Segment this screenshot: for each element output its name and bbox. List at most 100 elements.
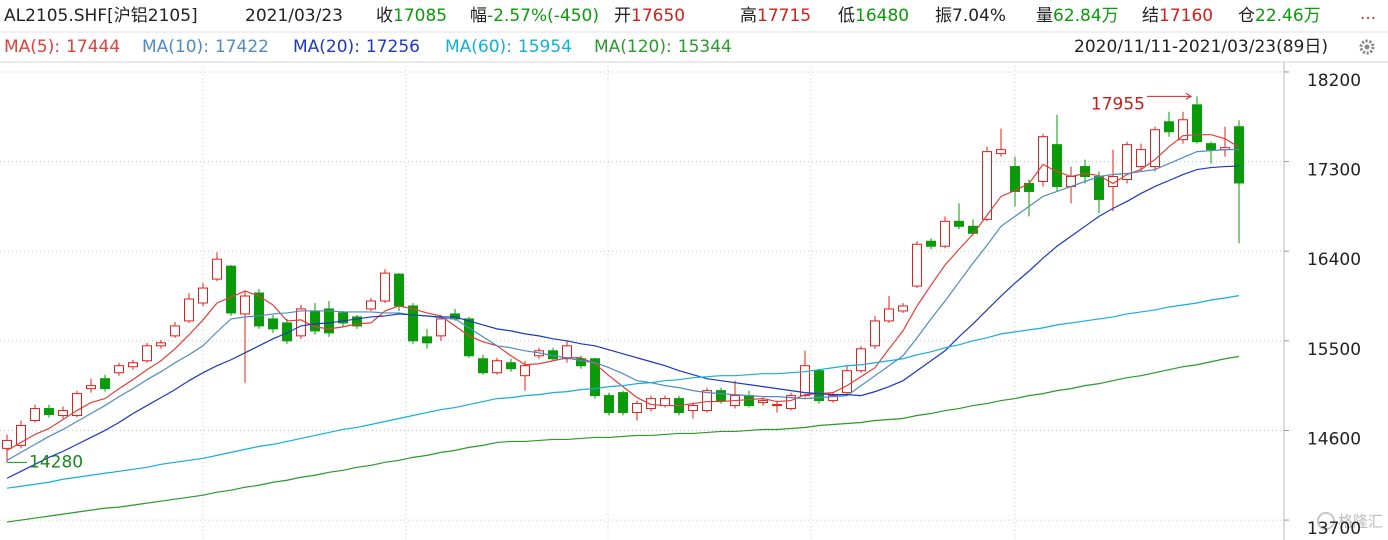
candle-up [58, 410, 68, 417]
candle-up [856, 348, 866, 372]
candle-down [324, 308, 334, 334]
quote-label: 仓 [1238, 6, 1255, 26]
candle-up [758, 400, 768, 404]
candle-up [184, 298, 194, 322]
candle-down [926, 240, 936, 247]
y-tick-label: 15500 [1307, 340, 1361, 360]
candle-up [16, 424, 26, 446]
candle-up [912, 243, 922, 287]
candle-down [1010, 166, 1020, 192]
candle-up [128, 362, 138, 368]
quote-value: 17160 [1159, 6, 1213, 26]
candle-up [114, 365, 124, 374]
legend-value: 17422 [215, 37, 269, 57]
candle-up [1178, 119, 1188, 141]
quote-item: 结17160 [1142, 6, 1213, 26]
more-button[interactable]: ... [1360, 4, 1376, 24]
quote-value: 17650 [631, 6, 685, 26]
min-label: 14280 [29, 452, 83, 472]
gear-teeth [1359, 39, 1375, 55]
quote-label: 低 [838, 6, 855, 26]
legend-name: MA(20): [293, 37, 360, 57]
quote-value: 17715 [757, 6, 811, 26]
quote-item: 振7.04% [935, 6, 1006, 26]
candle-up [296, 308, 306, 337]
candle-down [590, 358, 600, 397]
candle-down [478, 358, 488, 374]
legend-name: MA(5): [4, 37, 60, 57]
legend-entry: MA(60): 15954 [445, 37, 572, 57]
quote-label: 收 [376, 6, 393, 26]
candle-up [156, 342, 166, 347]
candle-up [1136, 149, 1146, 168]
legend-value: 17256 [366, 37, 420, 57]
candle-up [884, 308, 894, 322]
candle-up [660, 398, 670, 407]
quote-item: 开17650 [614, 6, 685, 26]
legend-entry: MA(5): 17444 [4, 37, 120, 57]
candle-down [352, 316, 362, 327]
gear-hub [1364, 44, 1370, 50]
candle-up [982, 151, 992, 220]
candle-up [72, 393, 82, 417]
candle-down [716, 390, 726, 402]
max-arrow-head [1185, 92, 1192, 100]
candle-up [996, 149, 1006, 155]
legend-entry: MA(120): 15344 [594, 37, 732, 57]
candle-down [268, 318, 278, 330]
quote-label: 高 [740, 6, 757, 26]
candle-down [394, 273, 404, 307]
quote-value: 7.04% [952, 6, 1006, 26]
candle-up [30, 408, 40, 421]
symbol: AL2105.SHF[沪铝2105] [4, 6, 198, 26]
legend-value: 15344 [678, 37, 732, 57]
candle-up [1038, 136, 1048, 182]
y-tick-label: 13700 [1307, 519, 1361, 539]
legend-name: MA(120): [594, 37, 672, 57]
quote-value: 16480 [855, 6, 909, 26]
candle-up [520, 365, 530, 377]
candle-up [2, 439, 12, 449]
candle-up [562, 345, 572, 360]
watermark-logo: 格隆汇 [1317, 512, 1383, 531]
candle-up [212, 258, 222, 280]
quote-item: 低16480 [838, 6, 909, 26]
quote-label: 振 [935, 6, 952, 26]
candle-down [408, 305, 418, 342]
settings-icon[interactable] [1359, 39, 1375, 55]
quote-item: 量62.84万 [1036, 6, 1119, 26]
candle-down [1080, 166, 1090, 178]
legend-value: 17444 [66, 37, 120, 57]
quote-item: 幅-2.57%(-450) [470, 6, 599, 26]
candle-up [170, 325, 180, 337]
ma-line [6, 355, 1240, 523]
watermark: 格隆汇 [1338, 513, 1383, 531]
candle-down [338, 312, 348, 324]
quote-label: 结 [1142, 6, 1159, 26]
candle-down [1234, 126, 1244, 184]
candle-up [702, 390, 712, 412]
quote-item: 仓22.46万 [1238, 6, 1321, 26]
candle-down [226, 265, 236, 314]
candle-down [254, 292, 264, 327]
candle-down [814, 370, 824, 402]
candle-up [688, 405, 698, 412]
candle-up [800, 365, 810, 397]
candle-down [506, 362, 516, 370]
y-tick-label: 14600 [1307, 429, 1361, 449]
candle-down [1052, 144, 1062, 187]
quote-label: 开 [614, 6, 631, 26]
quote-item: 收17085 [376, 6, 447, 26]
ma-line [6, 148, 1240, 461]
candle-up [436, 318, 446, 337]
logo-ring [1317, 512, 1335, 530]
candle-up [772, 404, 782, 407]
candle-down [604, 395, 614, 414]
candle-up [1150, 129, 1160, 168]
candle-down [1192, 104, 1202, 143]
y-tick-label: 18200 [1307, 71, 1361, 91]
candle-down [744, 395, 754, 407]
candle-down [954, 220, 964, 227]
